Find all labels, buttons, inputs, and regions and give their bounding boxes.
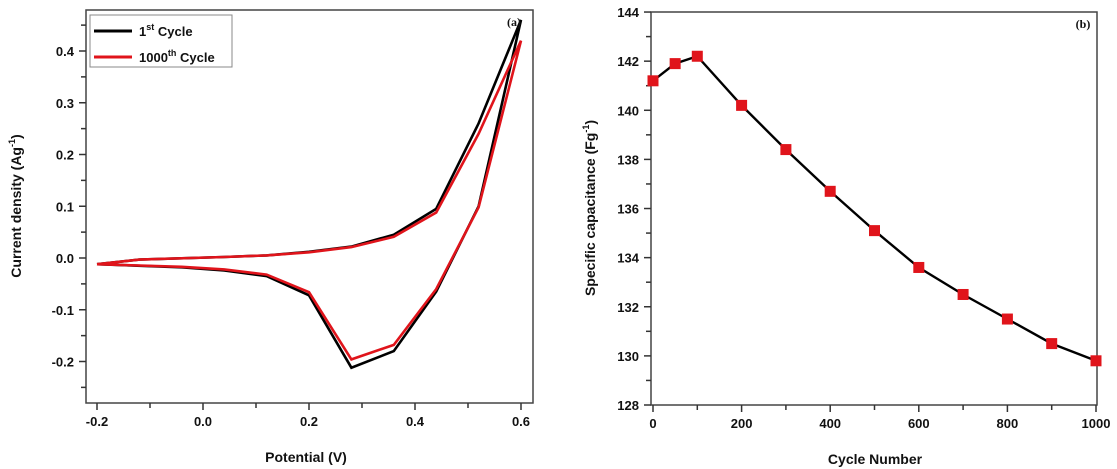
y-axis-title-a: Current density (Ag-1): [7, 134, 24, 277]
series-line-1000th-cycle: [96, 40, 523, 361]
y-axis-title-a-main: Current density (Ag: [8, 147, 24, 278]
y-tick-label-b: 142: [617, 54, 639, 69]
x-tick-label-b: 800: [997, 416, 1019, 431]
data-point-marker: [669, 58, 681, 70]
y-tick-label-b: 132: [617, 300, 639, 315]
x-tick-label-b: 400: [819, 416, 841, 431]
x-tick-label-b: 600: [908, 416, 930, 431]
x-ticks-a: -0.2 0.0 0.2 0.4 0.6: [86, 403, 530, 429]
y-tick-label-a: 0.3: [56, 96, 74, 111]
plot-frame-b: [650, 11, 1098, 406]
y-tick-label-b: 130: [617, 349, 639, 364]
y-ticks-a: -0.2 -0.1 0.0 0.1 0.2 0.3 0.4: [52, 24, 86, 389]
y-axis-title-b: Specific capacitance (Fg-1): [581, 120, 598, 296]
legend-a: 1st Cycle 1000th Cycle: [89, 14, 233, 68]
x-tick-label-a: 0.4: [406, 414, 425, 429]
y-tick-label-a: 0.4: [56, 44, 75, 59]
legend-1st-main: 1: [139, 24, 146, 39]
series-a: [96, 19, 523, 370]
series-b: [647, 50, 1102, 367]
data-point-marker: [736, 99, 748, 111]
y-tick-label-b: 128: [617, 398, 639, 413]
legend-1000th-rest: Cycle: [176, 50, 214, 65]
panel-label-a: (a): [507, 15, 521, 29]
x-tick-label-a: -0.2: [86, 414, 108, 429]
data-point-marker: [957, 288, 969, 300]
y-axis-title-b-main: Specific capacitance (Fg: [582, 133, 598, 296]
legend-1st-rest: Cycle: [154, 24, 192, 39]
panel-label-b: (b): [1076, 17, 1091, 31]
x-axis-title-b: Cycle Number: [828, 451, 923, 467]
data-point-marker: [1001, 313, 1013, 325]
y-tick-label-a: 0.2: [56, 148, 74, 163]
plot-frame-a: [85, 9, 534, 404]
y-tick-label-b: 140: [617, 103, 639, 118]
data-point-marker: [691, 50, 703, 62]
x-ticks-b: 0 200 400 600 800 1000: [649, 405, 1110, 431]
y-axis-title-b-sup: -1: [581, 125, 591, 133]
series-line-capacitance: [652, 54, 1097, 362]
data-point-marker: [913, 261, 925, 273]
y-tick-label-a: 0.0: [56, 251, 74, 266]
data-point-marker: [824, 185, 836, 197]
y-tick-label-a: 0.1: [56, 199, 74, 214]
data-point-marker: [1090, 355, 1102, 367]
legend-label-1000th-cycle: 1000th Cycle: [139, 48, 215, 65]
legend-label-1st-cycle: 1st Cycle: [139, 22, 193, 39]
y-axis-title-b-close: ): [582, 120, 598, 125]
y-tick-label-b: 144: [617, 5, 639, 20]
series-line-1st-cycle: [96, 19, 523, 370]
x-tick-label-b: 0: [649, 416, 656, 431]
y-tick-label-b: 138: [617, 152, 639, 167]
legend-1000th-sup: th: [168, 48, 177, 58]
data-point-marker: [869, 225, 880, 237]
y-ticks-b: 128 130 132 134 136 138 140 142 144: [617, 5, 651, 413]
chart-b: 0 200 400 600 800 1000 1281301321341361381401…: [581, 5, 1110, 467]
data-point-marker: [780, 144, 792, 156]
x-tick-label-b: 200: [731, 416, 753, 431]
x-tick-label-a: 0.6: [512, 414, 530, 429]
x-tick-label-b: 1000: [1082, 416, 1111, 431]
data-point-marker: [647, 75, 659, 87]
y-tick-label-a: -0.2: [52, 355, 74, 370]
x-tick-label-a: 0.0: [194, 414, 212, 429]
legend-1000th-main: 1000: [139, 50, 168, 65]
data-point-marker: [1046, 338, 1058, 350]
x-tick-label-a: 0.2: [300, 414, 318, 429]
y-axis-title-a-close: ): [8, 134, 24, 139]
y-tick-label-b: 134: [617, 251, 639, 266]
y-tick-label-a: -0.1: [52, 303, 74, 318]
x-axis-title-a: Potential (V): [265, 449, 347, 465]
legend-1st-sup: st: [146, 22, 154, 32]
y-tick-label-b: 136: [617, 202, 639, 217]
y-axis-title-a-sup: -1: [7, 139, 17, 147]
chart-a: -0.2 0.0 0.2 0.4 0.6 -0.2 -0.1 0.0 0.1 0.2 0.3 0.4…: [7, 9, 534, 465]
